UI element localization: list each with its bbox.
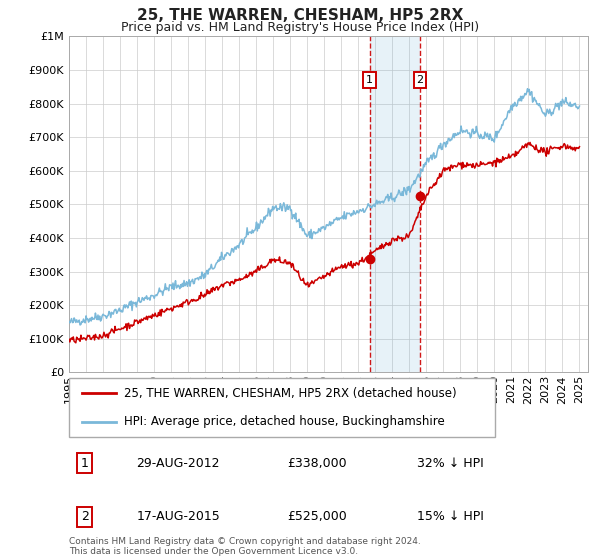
- FancyBboxPatch shape: [69, 378, 494, 437]
- Text: 25, THE WARREN, CHESHAM, HP5 2RX (detached house): 25, THE WARREN, CHESHAM, HP5 2RX (detach…: [124, 387, 457, 400]
- Text: Contains HM Land Registry data © Crown copyright and database right 2024.: Contains HM Land Registry data © Crown c…: [69, 538, 421, 547]
- Bar: [370, 36, 420, 372]
- Text: £525,000: £525,000: [287, 510, 347, 523]
- Text: 29-AUG-2012: 29-AUG-2012: [136, 457, 220, 470]
- Text: 25, THE WARREN, CHESHAM, HP5 2RX: 25, THE WARREN, CHESHAM, HP5 2RX: [137, 8, 463, 24]
- Text: 1: 1: [80, 457, 89, 470]
- Text: 15% ↓ HPI: 15% ↓ HPI: [417, 510, 484, 523]
- Text: Price paid vs. HM Land Registry's House Price Index (HPI): Price paid vs. HM Land Registry's House …: [121, 21, 479, 34]
- Text: This data is licensed under the Open Government Licence v3.0.: This data is licensed under the Open Gov…: [69, 548, 358, 557]
- Text: 2: 2: [80, 510, 89, 523]
- Text: £338,000: £338,000: [287, 457, 347, 470]
- Text: 1: 1: [366, 75, 373, 85]
- Text: 17-AUG-2015: 17-AUG-2015: [136, 510, 220, 523]
- Text: HPI: Average price, detached house, Buckinghamshire: HPI: Average price, detached house, Buck…: [124, 415, 445, 428]
- Text: 32% ↓ HPI: 32% ↓ HPI: [417, 457, 484, 470]
- Text: 2: 2: [416, 75, 424, 85]
